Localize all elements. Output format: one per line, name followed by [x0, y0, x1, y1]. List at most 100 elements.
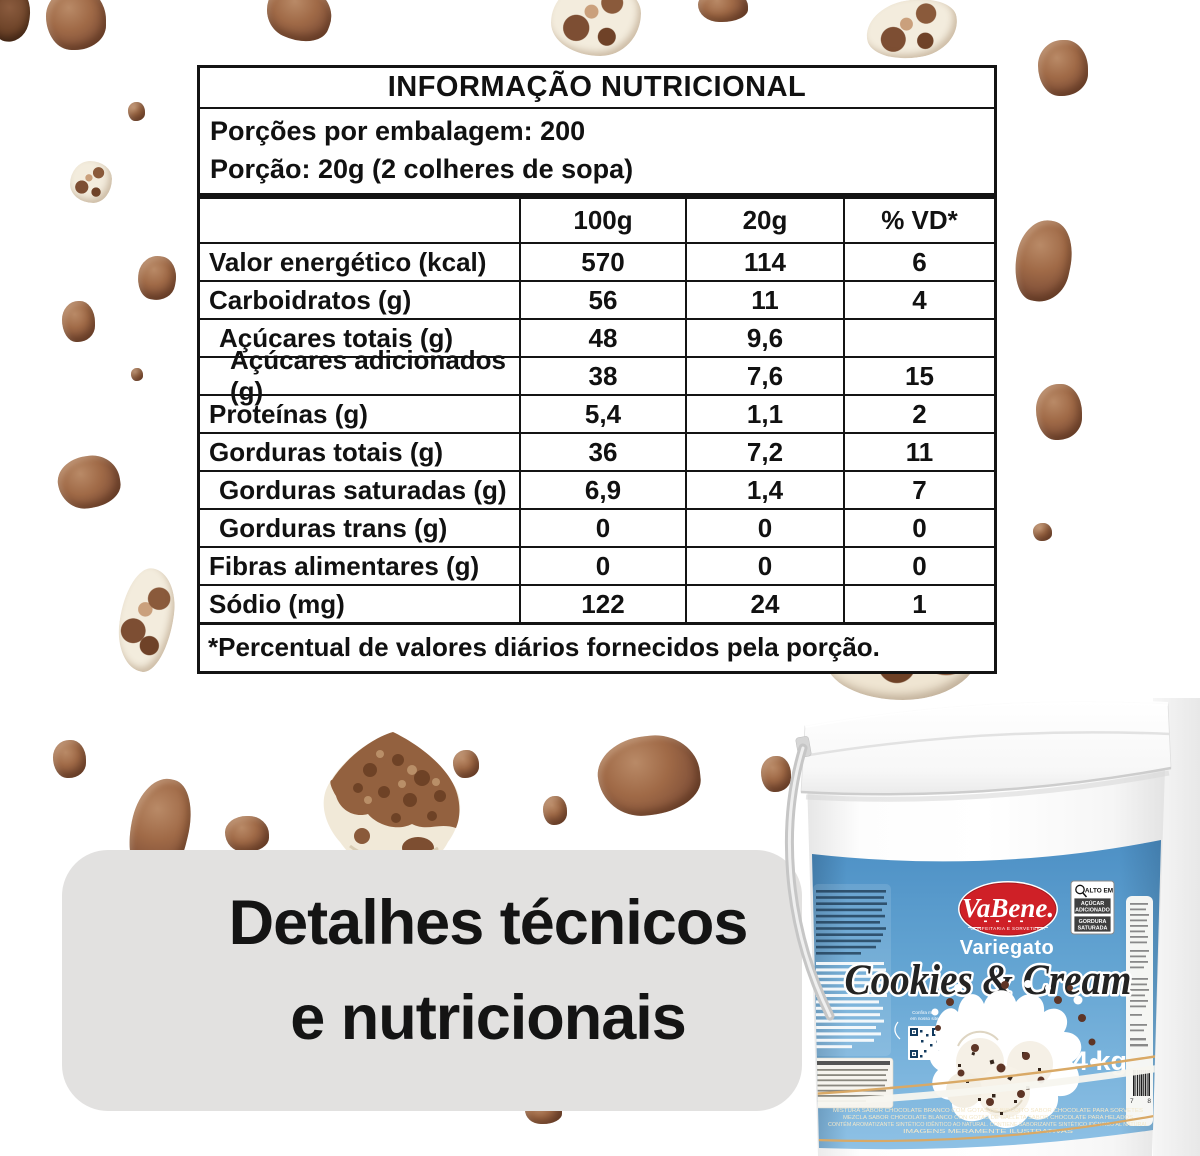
cookie-crumb	[134, 253, 180, 303]
row-label: Gorduras totais (g)	[200, 432, 521, 470]
nutrition-warning-badge: ALTO EM AÇÚCAR ADICIONADO GORDURA SATURA…	[1070, 880, 1115, 935]
warning-header: ALTO EM	[1085, 888, 1113, 895]
cookie-crumb	[225, 816, 269, 852]
row-20g: 24	[687, 584, 845, 622]
cookie-crumb	[54, 451, 124, 513]
row-20g: 1,1	[687, 394, 845, 432]
bucket-handle	[784, 736, 835, 1021]
section-banner: Detalhes técnicos e nutricionais	[62, 850, 802, 1111]
row-100g: 56	[521, 280, 687, 318]
magnifier-icon	[1075, 884, 1085, 895]
cookie-crumb	[453, 750, 479, 778]
barcode-digit-right: 8	[1147, 1098, 1151, 1105]
warning-fat-2: SATURADA	[1078, 926, 1108, 932]
cookie-texture	[353, 754, 446, 823]
cookie-crumb	[594, 730, 704, 821]
row-vd: 6	[845, 242, 994, 280]
brand-name: VaBene.	[962, 893, 1054, 923]
variant-name: Variegato	[960, 937, 1055, 959]
bucket-lid	[800, 699, 1172, 802]
cookie-crumb	[128, 102, 145, 121]
gold-swoosh-upper	[812, 1054, 1159, 1096]
row-20g: 1,4	[687, 470, 845, 508]
header-vd: % VD*	[881, 205, 958, 235]
table-footnote: *Percentual de valores diários fornecido…	[200, 622, 994, 671]
gold-swoosh-lower	[815, 1114, 1155, 1143]
cookie-crumb	[53, 740, 86, 778]
row-label: Gorduras saturadas (g)	[200, 470, 521, 508]
row-vd	[845, 318, 994, 356]
brand-logo: VaBene. CONFEITARIA E SORVETERIA	[958, 881, 1058, 937]
cookie-crumb	[861, 0, 963, 66]
header-20g: 20g	[687, 199, 845, 242]
row-vd: 11	[845, 432, 994, 470]
cookie-crumb	[113, 564, 180, 676]
cookie-crumb	[761, 756, 791, 792]
cookie-crumb	[1033, 523, 1052, 541]
servings-per-package: Porções por embalagem: 200	[210, 116, 586, 146]
side-info-panel: 7 8	[1126, 896, 1153, 1126]
mini-nutrition-panel	[812, 1057, 894, 1109]
cookie-crumb	[0, 0, 37, 47]
nutrition-table: INFORMAÇÃO NUTRICIONAL Porções por embal…	[197, 65, 997, 674]
barcode	[1133, 1070, 1150, 1096]
row-100g: 38	[521, 356, 687, 394]
cookie-chunk-large	[323, 732, 461, 875]
row-vd: 0	[845, 508, 994, 546]
row-label: Proteínas (g)	[200, 394, 521, 432]
row-label: Açúcares totais (g)	[200, 318, 521, 356]
row-100g: 0	[521, 508, 687, 546]
row-100g: 6,9	[521, 470, 687, 508]
swirl-arrow-icon	[894, 1021, 901, 1040]
row-vd: 0	[845, 546, 994, 584]
product-bucket: 7 8 VaBene. CONFEITARIA E SORVETERIA ALT…	[784, 698, 1200, 1156]
cookie-crumb	[46, 0, 106, 50]
row-20g: 114	[687, 242, 845, 280]
header-empty	[200, 199, 521, 242]
banner-line-1: Detalhes técnicos	[228, 888, 749, 958]
description-line-4: IMAGENS MERAMENTE ILUSTRATIVAS	[903, 1129, 1074, 1135]
warning-fat-1: GORDURA	[1079, 919, 1107, 925]
row-vd: 15	[845, 356, 994, 394]
row-label: Valor energético (kcal)	[200, 242, 521, 280]
row-label: Carboidratos (g)	[200, 280, 521, 318]
description-line-1: MISTURA SABOR CHOCOLATE BRANCO COM GOTAS…	[833, 1108, 1144, 1114]
warning-sugar-1: AÇÚCAR	[1081, 900, 1104, 907]
description-line-3: CONTÉM AROMATIZANTE SINTÉTICO IDÊNTICO A…	[828, 1120, 1148, 1128]
row-label: Gorduras trans (g)	[200, 508, 521, 546]
brand-subtitle: CONFEITARIA E SORVETERIA	[970, 926, 1046, 931]
description-line-2: MEZCLA SABOR CHOCOLATE BLANCO CON GOTAS …	[843, 1115, 1134, 1121]
row-20g: 11	[687, 280, 845, 318]
cookie-crumb	[1008, 215, 1079, 307]
row-100g: 36	[521, 432, 687, 470]
qr-caption-2: em nosso site!	[910, 1016, 940, 1021]
row-20g: 7,6	[687, 356, 845, 394]
portion-size: Porção: 20g (2 colheres de sopa)	[210, 154, 634, 184]
row-100g: 122	[521, 584, 687, 622]
header-100g: 100g	[521, 199, 687, 242]
cookie-crumb	[551, 0, 641, 56]
row-vd: 2	[845, 394, 994, 432]
cookie-crumb	[70, 161, 112, 203]
row-20g: 0	[687, 508, 845, 546]
qr-caption-1: Confira mais	[912, 1010, 938, 1015]
row-20g: 9,6	[687, 318, 845, 356]
banner-text: Detalhes técnicos e nutricionais	[174, 850, 802, 1066]
banner-line-2: e nutricionais	[290, 983, 687, 1053]
nutrition-table-title: INFORMAÇÃO NUTRICIONAL	[200, 68, 994, 109]
cookie-crumb	[543, 796, 567, 825]
row-20g: 7,2	[687, 432, 845, 470]
row-100g: 5,4	[521, 394, 687, 432]
row-label: Sódio (mg)	[200, 584, 521, 622]
row-100g: 48	[521, 318, 687, 356]
row-label: Fibras alimentares (g)	[200, 546, 521, 584]
cookie-crumb	[698, 0, 748, 22]
row-100g: 0	[521, 546, 687, 584]
cookie-crumb	[258, 0, 340, 50]
row-vd: 1	[845, 584, 994, 622]
row-vd: 4	[845, 280, 994, 318]
row-100g: 570	[521, 242, 687, 280]
chocolate-chips	[935, 981, 1096, 1106]
milk-droplets	[931, 980, 1098, 1066]
